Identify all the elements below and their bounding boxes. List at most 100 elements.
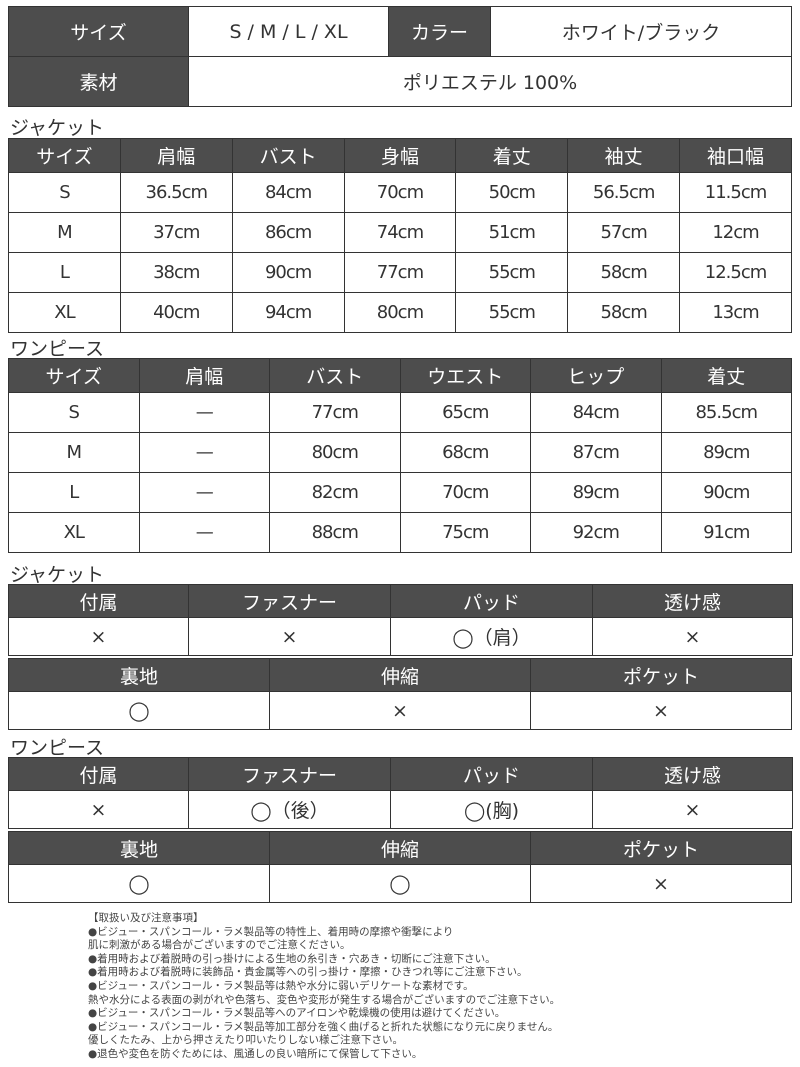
- table-cell: 57cm: [567, 212, 681, 253]
- table-cell: 75cm: [399, 512, 531, 553]
- table-cell: 58cm: [567, 292, 681, 333]
- value-row: × ◯（後） ◯(胸) ×: [8, 790, 793, 829]
- value-row: ◯ ◯ ×: [8, 864, 792, 903]
- table-cell: 89cm: [530, 472, 662, 513]
- feature-value: ×: [592, 790, 793, 829]
- table-cell: 55cm: [455, 292, 569, 333]
- table-cell: S: [8, 392, 140, 433]
- table-cell: 82cm: [269, 472, 401, 513]
- color-label: カラー: [388, 6, 491, 57]
- table-cell: 70cm: [343, 172, 457, 213]
- table-cell: 84cm: [231, 172, 345, 213]
- table-cell: 87cm: [530, 432, 662, 473]
- table-cell: —: [138, 512, 270, 553]
- feature-value: ◯: [8, 691, 270, 730]
- table-cell: XL: [8, 292, 121, 333]
- column-header: 着丈: [660, 358, 792, 393]
- column-header: バスト: [231, 138, 345, 173]
- feature-header: 透け感: [592, 584, 793, 618]
- care-notes: 【取扱い及び注意事項】 ●ビジュー・スパンコール・ラメ製品等の特性上、着用時の摩擦…: [88, 912, 560, 1062]
- table-cell: 88cm: [269, 512, 401, 553]
- table-cell: 77cm: [269, 392, 401, 433]
- table-cell: 40cm: [119, 292, 233, 333]
- table-cell: 58cm: [567, 252, 681, 293]
- column-header: 袖口幅: [679, 138, 792, 173]
- size-value: S / M / L / XL: [188, 6, 389, 57]
- table-cell: M: [8, 212, 121, 253]
- feature-header: 付属: [8, 757, 189, 791]
- column-header: 袖丈: [567, 138, 681, 173]
- jacket-size-table: サイズ 肩幅 バスト 身幅 着丈 袖丈 袖口幅 S 36.5cm 84cm 70cm 50cm 56.5…: [8, 138, 792, 333]
- feature-value: ◯: [8, 864, 270, 903]
- feature-value: ×: [8, 790, 189, 829]
- table-cell: 37cm: [119, 212, 233, 253]
- header-row: 付属 ファスナー パッド 透け感: [8, 757, 793, 791]
- material-label: 素材: [8, 56, 189, 107]
- feature-header: パッド: [390, 757, 593, 791]
- feature-value: ×: [188, 617, 391, 656]
- note-line: ●ビジュー・スパンコール・ラメ製品等は熱や水分に弱いデリケートな素材です。: [88, 979, 474, 992]
- size-label: サイズ: [8, 6, 189, 57]
- feature-header: 裏地: [8, 658, 270, 692]
- header-row: 裏地 伸縮 ポケット: [8, 658, 792, 692]
- column-header: バスト: [269, 358, 401, 393]
- value-row: ◯ × ×: [8, 691, 792, 730]
- table-cell: 80cm: [343, 292, 457, 333]
- table-row: M —80cm 68cm 87cm 89cm: [8, 432, 792, 473]
- feature-header: 透け感: [592, 757, 793, 791]
- table-cell: 85.5cm: [660, 392, 792, 433]
- note-line: ●ビジュー・スパンコール・ラメ製品等へのアイロンや乾燥機の使用は避けてください。: [88, 1007, 506, 1020]
- header-row: サイズ 肩幅 バスト 身幅 着丈 袖丈 袖口幅: [8, 138, 792, 173]
- column-header: サイズ: [8, 358, 140, 393]
- table-cell: 90cm: [660, 472, 792, 513]
- table-cell: XL: [8, 512, 140, 553]
- feature-header: ファスナー: [188, 584, 391, 618]
- note-line: 肌に刺激がある場合がございますのでご注意ください。: [88, 939, 351, 952]
- column-header: 肩幅: [119, 138, 233, 173]
- table-cell: 90cm: [231, 252, 345, 293]
- table-cell: 91cm: [660, 512, 792, 553]
- header-row: 付属 ファスナー パッド 透け感: [8, 584, 793, 618]
- column-header: 肩幅: [138, 358, 270, 393]
- table-cell: —: [138, 392, 270, 433]
- feature-header: ポケット: [530, 658, 792, 692]
- feature-value: ◯（後）: [188, 790, 391, 829]
- column-header: サイズ: [8, 138, 121, 173]
- feature-value: ◯(胸): [390, 790, 593, 829]
- table-cell: 50cm: [455, 172, 569, 213]
- table-cell: 80cm: [269, 432, 401, 473]
- value-row: × × ◯（肩） ×: [8, 617, 793, 656]
- column-header: ウエスト: [399, 358, 531, 393]
- table-cell: 89cm: [660, 432, 792, 473]
- header-row: 裏地 伸縮 ポケット: [8, 831, 792, 865]
- note-line: ●着用時および着脱時に装飾品・貴金属等への引っ掛け・摩擦・ひきつれ等にご注意下さ…: [88, 966, 528, 979]
- feature-value: ◯: [269, 864, 531, 903]
- feature-header: 裏地: [8, 831, 270, 865]
- feature-header: ポケット: [530, 831, 792, 865]
- dress-features-title: ワンピース: [10, 737, 105, 759]
- table-row: S 36.5cm 84cm 70cm 50cm 56.5cm 11.5cm: [8, 172, 792, 213]
- table-cell: 56.5cm: [567, 172, 681, 213]
- dress-features-table-2: 裏地 伸縮 ポケット ◯ ◯ ×: [8, 831, 792, 903]
- table-cell: 77cm: [343, 252, 457, 293]
- feature-header: ファスナー: [188, 757, 391, 791]
- table-row: S —77cm 65cm 84cm 85.5cm: [8, 392, 792, 433]
- table-cell: S: [8, 172, 121, 213]
- table-cell: 12cm: [679, 212, 792, 253]
- note-line: 熱や水分による表面の剥がれや色落ち、変色や変形が発生する場合がございますのでご注…: [88, 993, 561, 1006]
- table-cell: 92cm: [530, 512, 662, 553]
- jacket-features-table-2: 裏地 伸縮 ポケット ◯ × ×: [8, 658, 792, 730]
- jacket-features-title: ジャケット: [10, 564, 105, 586]
- note-line: ●ビジュー・スパンコール・ラメ製品等加工部分を強く曲げると折れた状態になり元に戻…: [88, 1020, 559, 1033]
- table-cell: 70cm: [399, 472, 531, 513]
- table-cell: 84cm: [530, 392, 662, 433]
- table-cell: 12.5cm: [679, 252, 792, 293]
- table-cell: 36.5cm: [119, 172, 233, 213]
- note-line: ●退色や変色を防ぐためには、風通しの良い暗所にて保管して下さい。: [88, 1047, 423, 1060]
- table-row: XL —88cm 75cm 92cm 91cm: [8, 512, 792, 553]
- table-cell: 68cm: [399, 432, 531, 473]
- feature-header: 付属: [8, 584, 189, 618]
- dress-size-title: ワンピース: [10, 338, 105, 360]
- note-line: 【取扱い及び注意事項】: [88, 912, 204, 924]
- note-line: 優しくたたみ、上から押さえたり叩いたりしない様ご注意下さい。: [88, 1034, 403, 1047]
